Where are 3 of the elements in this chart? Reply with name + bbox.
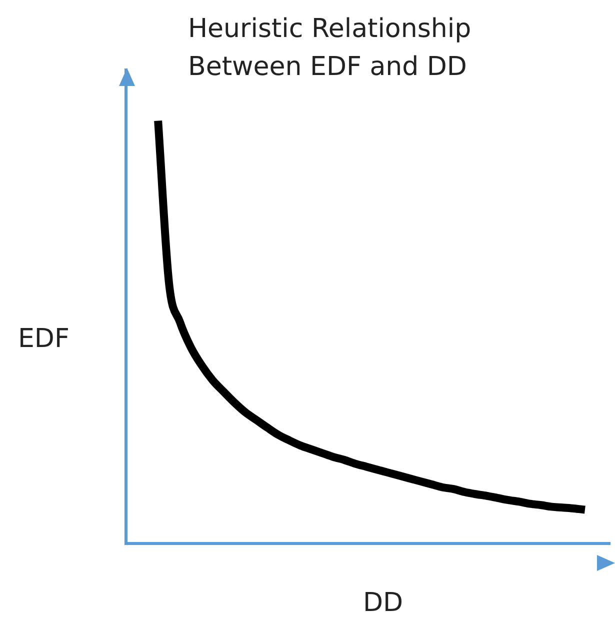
chart-title: Heuristic Relationship Between EDF and DD bbox=[188, 13, 472, 84]
x-axis-title: DD bbox=[362, 588, 404, 618]
y-axis-title: EDF bbox=[18, 324, 70, 354]
